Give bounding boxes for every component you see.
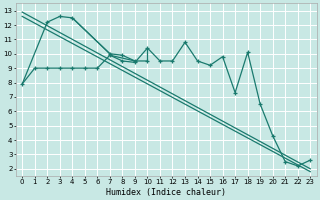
X-axis label: Humidex (Indice chaleur): Humidex (Indice chaleur)	[106, 188, 226, 197]
